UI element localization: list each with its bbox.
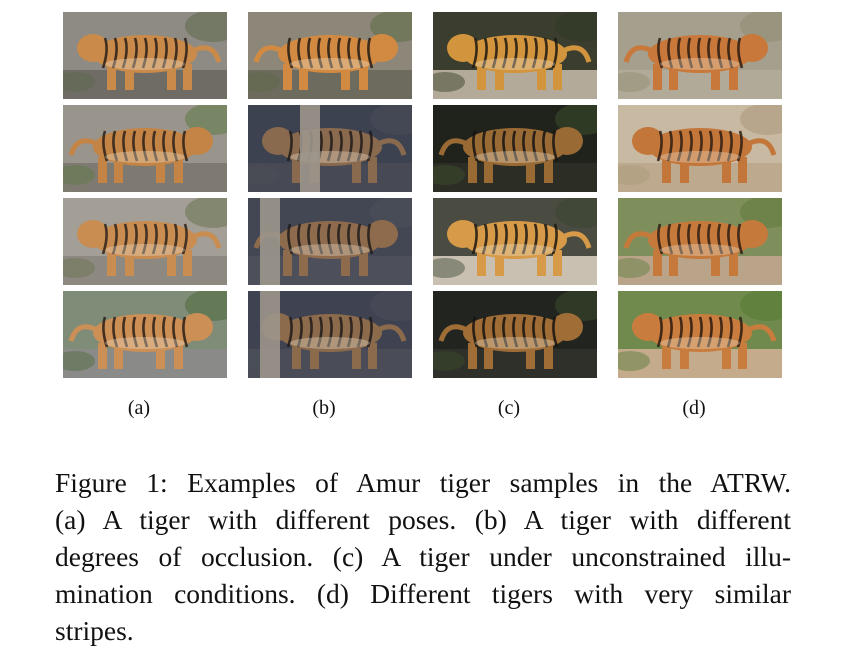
tiger-photo-image (248, 12, 412, 99)
tiger-photo (63, 291, 227, 378)
tiger-photo-image (433, 198, 597, 285)
tiger-photo-image (63, 291, 227, 378)
tiger-photo-image (618, 12, 782, 99)
tiger-photo-image (618, 291, 782, 378)
figure-image-grid: (a) (b) (c) (d) (63, 12, 782, 419)
tiger-photo-image (618, 198, 782, 285)
column-d (618, 12, 782, 384)
subfigure-label-d: (d) (682, 397, 706, 419)
column-b (248, 12, 412, 384)
column-c (433, 12, 597, 384)
tiger-photo (63, 198, 227, 285)
tiger-photo (63, 105, 227, 192)
tiger-photo-image (433, 12, 597, 99)
tiger-photo-image (433, 105, 597, 192)
tiger-photo (433, 198, 597, 285)
tiger-photo-image (63, 105, 227, 192)
subfigure-label-c: (c) (497, 397, 521, 419)
tiger-photo (248, 12, 412, 99)
figure-caption: Figure 1: Examples of Amur tiger samples… (55, 464, 791, 649)
tiger-photo (618, 12, 782, 99)
tiger-photo-image (433, 291, 597, 378)
tiger-photo (618, 198, 782, 285)
tiger-photo-image (618, 105, 782, 192)
tiger-photo (433, 12, 597, 99)
tiger-photo (618, 105, 782, 192)
tiger-photo-image (248, 105, 412, 192)
caption-line: stripes. (55, 615, 134, 646)
subfigure-label-a: (a) (127, 397, 151, 419)
caption-line: (a) A tiger with different poses. (b) A … (55, 504, 791, 535)
caption-line: degrees of occlusion. (c) A tiger under … (55, 541, 791, 572)
column-a (63, 12, 227, 384)
tiger-photo (618, 291, 782, 378)
tiger-photo (248, 291, 412, 378)
tiger-photo (433, 291, 597, 378)
tiger-photo (248, 105, 412, 192)
tiger-photo (248, 198, 412, 285)
tiger-photo (63, 12, 227, 99)
subfigure-label-b: (b) (312, 397, 336, 419)
caption-line: mination conditions. (d) Different tiger… (55, 578, 791, 609)
tiger-photo-image (248, 291, 412, 378)
caption-line: Figure 1: Examples of Amur tiger samples… (55, 467, 791, 498)
tiger-photo-image (63, 198, 227, 285)
tiger-photo-image (248, 198, 412, 285)
tiger-photo (433, 105, 597, 192)
tiger-photo-image (63, 12, 227, 99)
